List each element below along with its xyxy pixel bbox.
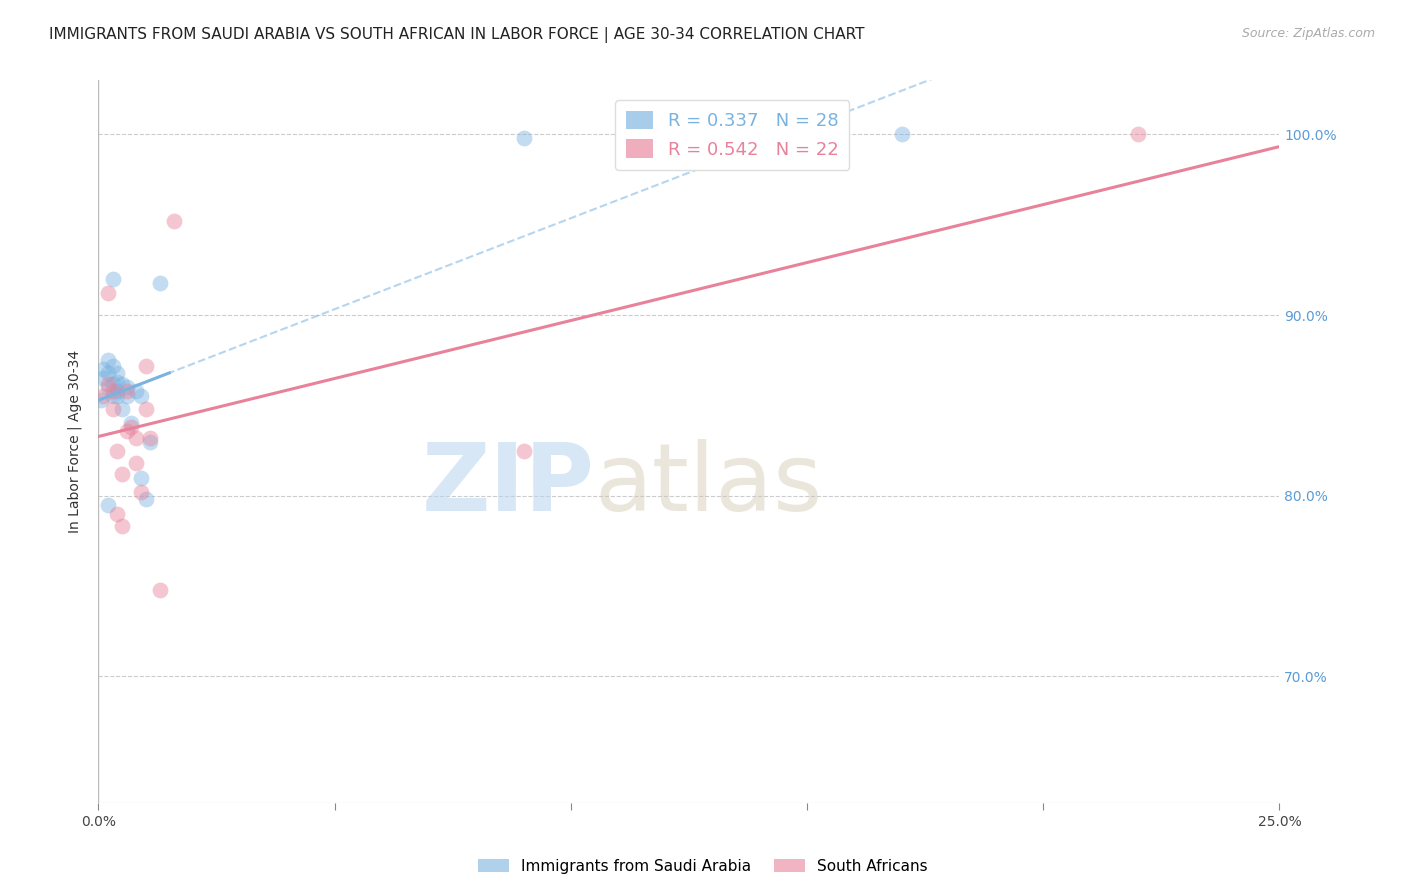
Point <box>135 359 157 373</box>
Text: atlas: atlas <box>595 439 823 531</box>
Point <box>105 375 128 389</box>
Point <box>139 431 162 445</box>
Point <box>91 371 114 385</box>
Legend: Immigrants from Saudi Arabia, South Africans: Immigrants from Saudi Arabia, South Afri… <box>472 853 934 880</box>
Point <box>101 389 124 403</box>
Point <box>97 353 120 368</box>
Point <box>101 384 124 398</box>
Point <box>97 498 120 512</box>
Point <box>135 402 157 417</box>
Point <box>101 376 124 391</box>
Point <box>105 443 128 458</box>
Point <box>111 376 134 391</box>
Point <box>101 402 124 417</box>
Legend: R = 0.337   N = 28, R = 0.542   N = 22: R = 0.337 N = 28, R = 0.542 N = 22 <box>616 100 849 169</box>
Point <box>97 376 120 391</box>
Point <box>90 392 112 407</box>
Point <box>105 384 128 398</box>
Point <box>115 389 138 403</box>
Point <box>91 389 114 403</box>
Point <box>111 402 134 417</box>
Point <box>135 492 157 507</box>
Text: IMMIGRANTS FROM SAUDI ARABIA VS SOUTH AFRICAN IN LABOR FORCE | AGE 30-34 CORRELA: IMMIGRANTS FROM SAUDI ARABIA VS SOUTH AF… <box>49 27 865 43</box>
Point <box>163 214 186 228</box>
Text: Source: ZipAtlas.com: Source: ZipAtlas.com <box>1241 27 1375 40</box>
Point <box>890 128 912 142</box>
Point <box>129 470 152 484</box>
Point <box>97 380 120 394</box>
Point <box>115 424 138 438</box>
Y-axis label: In Labor Force | Age 30-34: In Labor Force | Age 30-34 <box>67 350 83 533</box>
Point <box>101 359 124 373</box>
Point <box>149 276 172 290</box>
Point <box>105 389 128 403</box>
Point <box>129 389 152 403</box>
Point <box>512 131 534 145</box>
Point <box>149 582 172 597</box>
Point <box>111 519 134 533</box>
Point <box>139 434 162 449</box>
Point <box>125 456 148 470</box>
Point <box>121 420 143 434</box>
Point <box>105 507 128 521</box>
Point <box>97 366 120 380</box>
Text: ZIP: ZIP <box>422 439 595 531</box>
Point <box>115 380 138 394</box>
Point <box>105 366 128 380</box>
Point <box>125 431 148 445</box>
Point <box>91 362 114 376</box>
Point <box>115 384 138 398</box>
Point <box>111 467 134 481</box>
Point <box>129 485 152 500</box>
Point <box>97 286 120 301</box>
Point <box>101 272 124 286</box>
Point <box>125 384 148 398</box>
Point <box>512 443 534 458</box>
Point <box>121 417 143 431</box>
Point <box>1126 128 1149 142</box>
